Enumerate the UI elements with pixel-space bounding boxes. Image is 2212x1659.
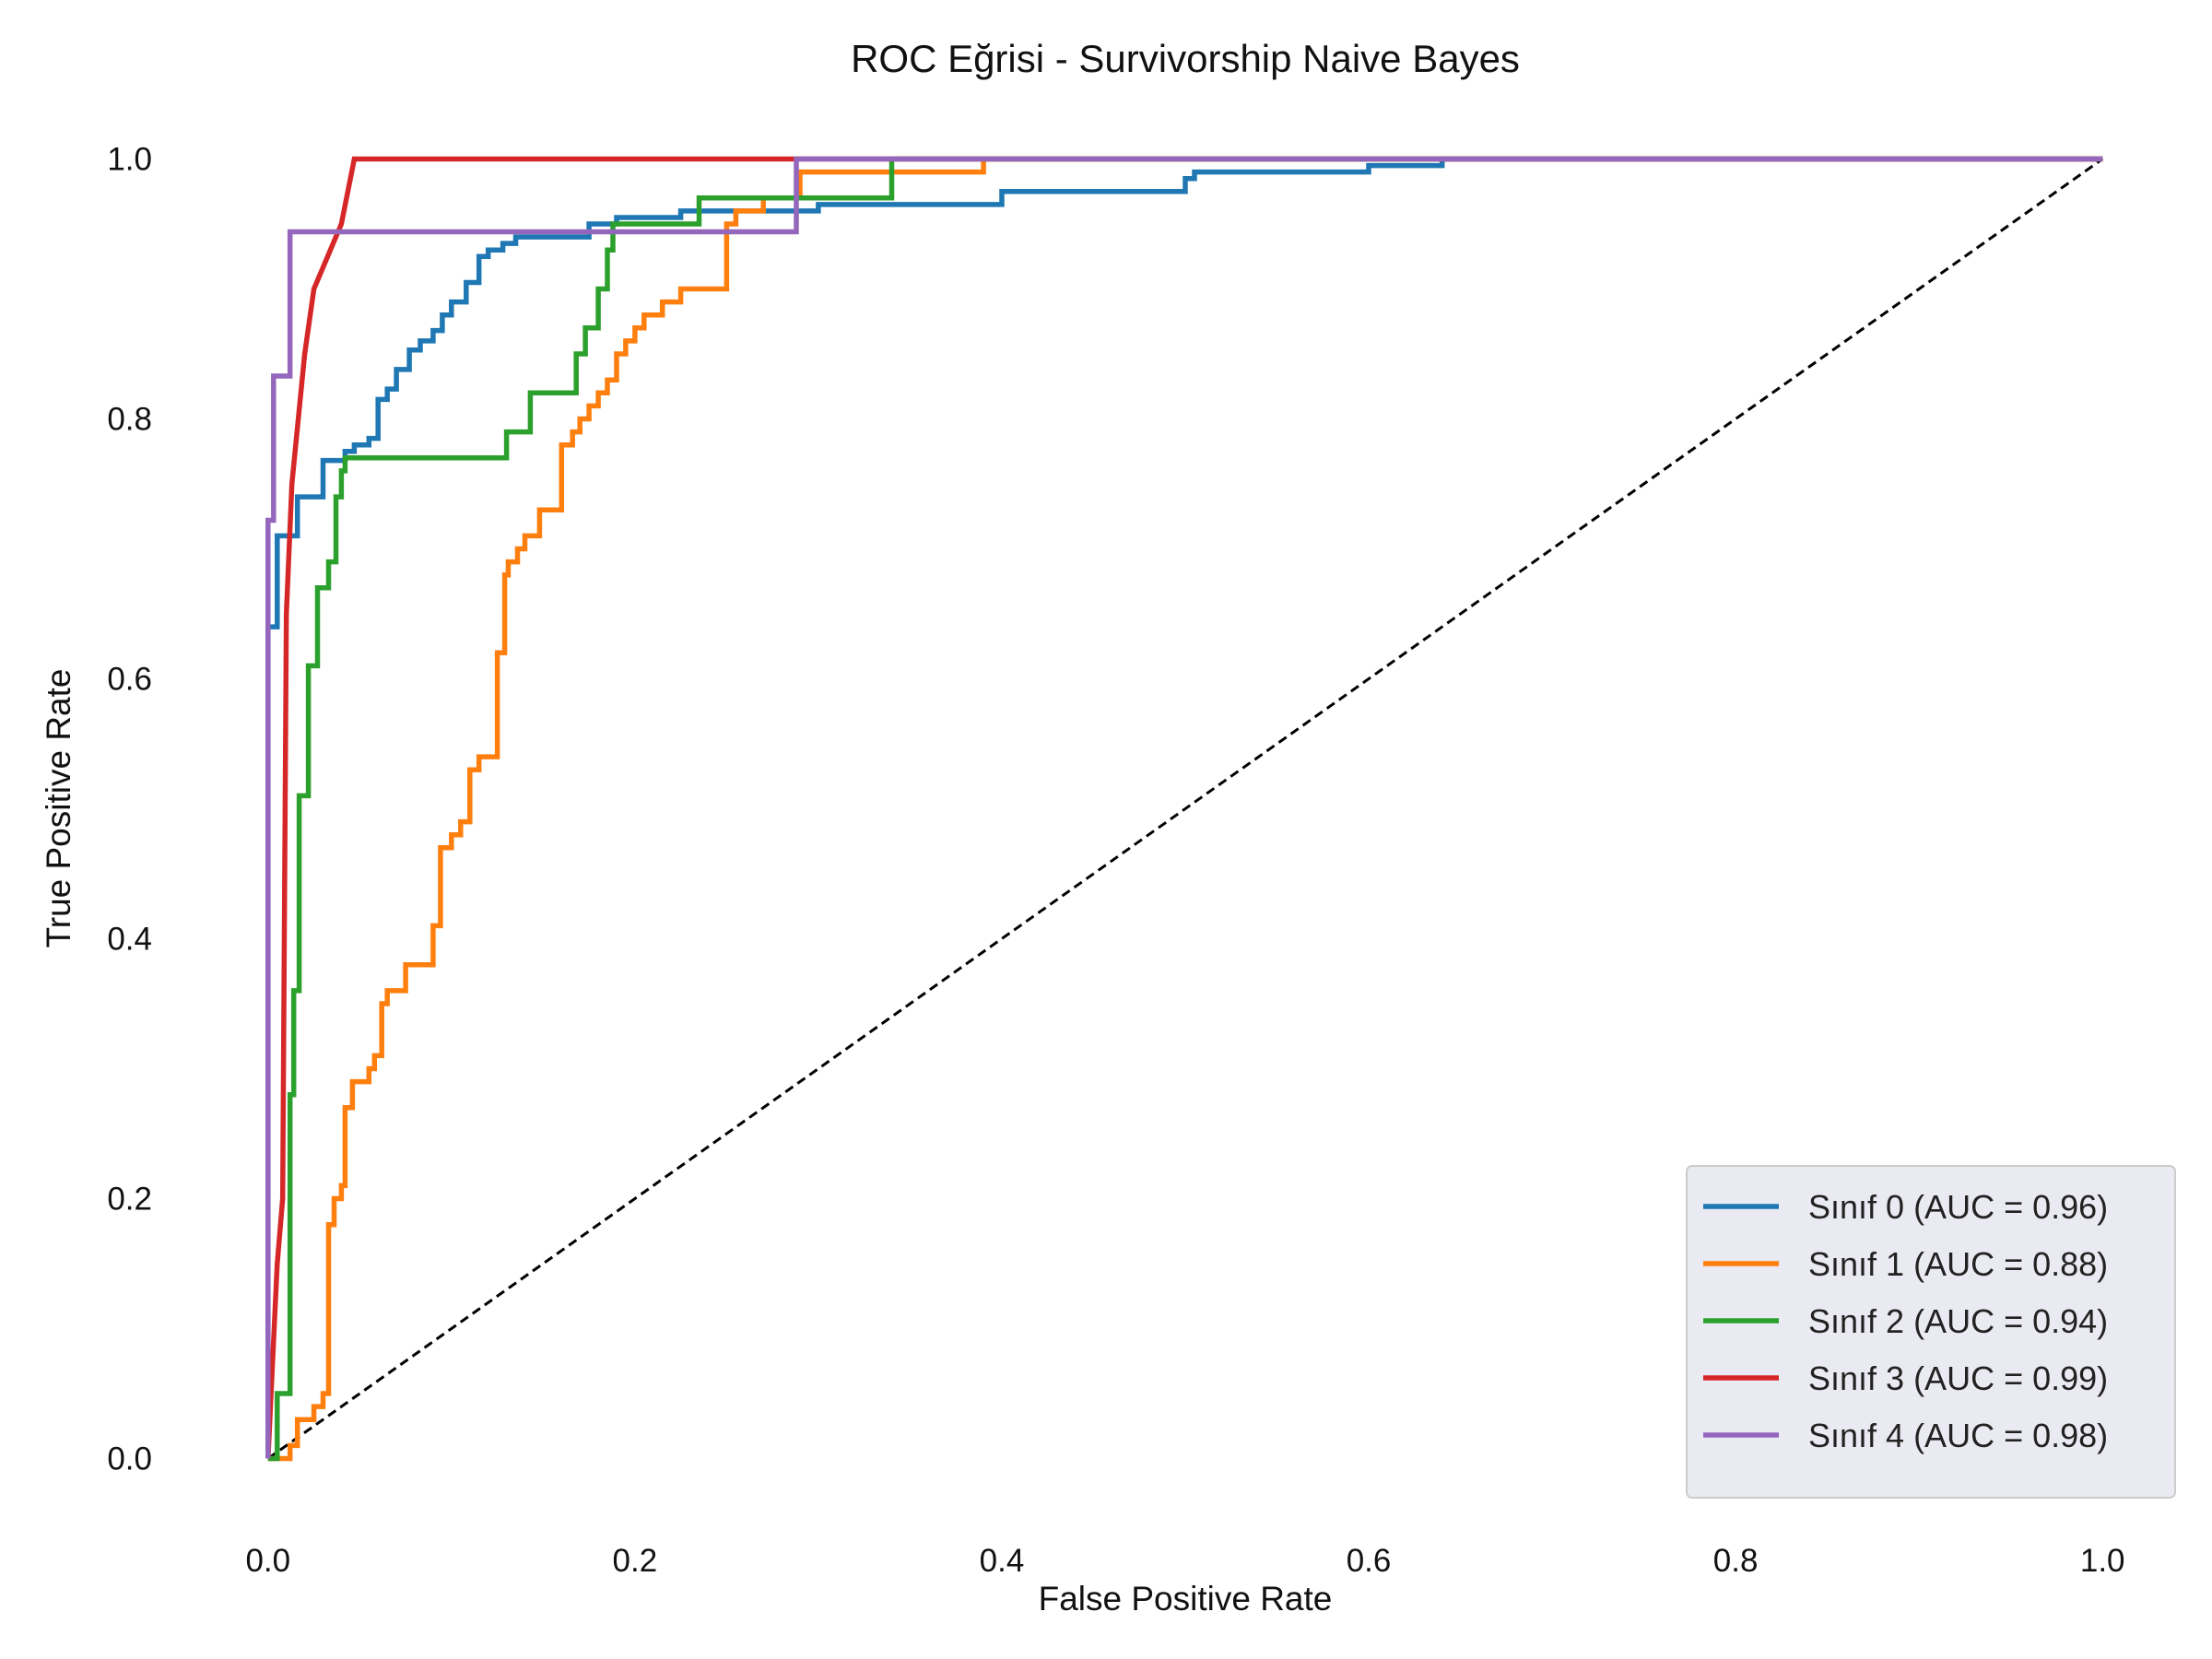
x-tick-label: 0.0 — [245, 1543, 290, 1579]
x-tick-label: 1.0 — [2080, 1543, 2125, 1579]
y-tick-label: 1.0 — [107, 142, 152, 178]
x-axis-label: False Positive Rate — [1039, 1580, 1333, 1618]
legend-label-class-4: Sınıf 4 (AUC = 0.98) — [1808, 1417, 2108, 1454]
legend-box — [1686, 1165, 2176, 1499]
y-tick-label: 0.0 — [107, 1441, 152, 1477]
x-tick-label: 0.4 — [980, 1543, 1025, 1579]
diagonal-reference-line — [266, 158, 2104, 1460]
roc-curve-class-4 — [265, 156, 2103, 1459]
legend-label-class-0: Sınıf 0 (AUC = 0.96) — [1808, 1188, 2108, 1226]
y-tick-label: 0.4 — [107, 922, 152, 958]
legend: Sınıf 0 (AUC = 0.96) Sınıf 1 (AUC = 0.88)… — [1686, 1165, 2176, 1499]
roc-curve-class-0 — [265, 156, 2103, 1459]
roc-curve-class-3 — [265, 156, 2103, 1459]
x-tick-label: 0.2 — [613, 1543, 658, 1579]
y-axis-label: True Positive Rate — [40, 669, 77, 948]
y-tick-label: 0.6 — [107, 662, 152, 698]
plot-area — [265, 156, 2104, 1462]
legend-label-class-2: Sınıf 2 (AUC = 0.94) — [1808, 1302, 2108, 1340]
y-tick-label: 0.2 — [107, 1182, 152, 1218]
chart-title: ROC Eğrisi - Survivorship Naive Bayes — [851, 37, 1520, 80]
y-tick-label: 0.8 — [107, 402, 152, 438]
roc-curve-class-2 — [267, 156, 2103, 1462]
y-tick-labels: 0.0 0.2 0.4 0.6 0.8 1.0 — [107, 142, 152, 1477]
x-tick-label: 0.6 — [1347, 1543, 1392, 1579]
legend-label-class-3: Sınıf 3 (AUC = 0.99) — [1808, 1359, 2108, 1397]
x-tick-labels: 0.0 0.2 0.4 0.6 0.8 1.0 — [245, 1543, 2124, 1579]
roc-curve-class-1 — [267, 156, 2103, 1462]
legend-label-class-1: Sınıf 1 (AUC = 0.88) — [1808, 1245, 2108, 1283]
x-tick-label: 0.8 — [1713, 1543, 1759, 1579]
